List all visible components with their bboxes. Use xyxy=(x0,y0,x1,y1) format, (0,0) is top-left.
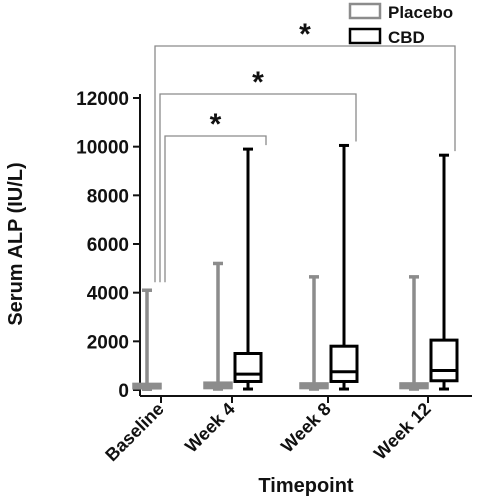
x-axis-title: Timepoint xyxy=(258,475,354,497)
y-tick-label: 8000 xyxy=(87,186,129,207)
significance-asterisk: * xyxy=(299,18,311,51)
box-cbd-week-8 xyxy=(329,143,359,391)
x-tick-label-week-12: Week 12 xyxy=(370,399,435,464)
box-placebo-week-4 xyxy=(203,261,233,391)
significance-bracket-baseline-week-8: * xyxy=(159,66,357,283)
y-axis-ticks: 0 2000 4000 6000 8000 10000 12000 xyxy=(76,89,140,402)
x-axis-ticks: Baseline Week 4 Week 8 Week 12 xyxy=(101,396,435,465)
x-tick-label-week-8: Week 8 xyxy=(277,399,335,457)
legend-swatch-cbd xyxy=(348,27,382,45)
significance-bracket-baseline-week-12: * xyxy=(154,18,456,283)
y-tick-label: 0 xyxy=(118,381,129,402)
bracket-line xyxy=(154,45,456,283)
y-tick-label: 4000 xyxy=(87,284,129,305)
legend: Placebo CBD xyxy=(348,2,453,47)
legend-label-placebo: Placebo xyxy=(388,3,453,22)
series-placebo xyxy=(132,261,429,392)
y-tick-label: 2000 xyxy=(87,332,129,353)
box-cbd-week-4 xyxy=(233,147,263,391)
significance-bracket-baseline-week-4: * xyxy=(164,108,267,283)
y-tick-label: 6000 xyxy=(87,235,129,256)
significance-asterisk: * xyxy=(210,108,222,141)
x-tick-label-week-4: Week 4 xyxy=(181,399,239,457)
significance-asterisk: * xyxy=(252,66,264,99)
box-cbd-week-12 xyxy=(429,153,459,391)
iqr-box xyxy=(429,338,459,383)
box-placebo-baseline xyxy=(132,288,162,392)
x-tick-label-baseline: Baseline xyxy=(101,399,168,466)
significance-brackets: * * * xyxy=(154,18,456,283)
legend-label-cbd: CBD xyxy=(388,28,425,47)
y-axis-title: Serum ALP (IU/L) xyxy=(5,162,27,325)
axes xyxy=(139,94,472,397)
series-cbd xyxy=(233,143,459,391)
box-series xyxy=(132,143,459,392)
bracket-line xyxy=(164,135,267,283)
legend-swatch-placebo xyxy=(348,2,382,20)
y-tick-label: 12000 xyxy=(76,89,129,110)
box-placebo-week-12 xyxy=(399,275,429,391)
iqr-box xyxy=(233,352,263,383)
iqr-box xyxy=(329,344,359,383)
bracket-line xyxy=(159,93,357,283)
y-tick-label: 10000 xyxy=(76,138,129,159)
box-placebo-week-8 xyxy=(299,275,329,391)
